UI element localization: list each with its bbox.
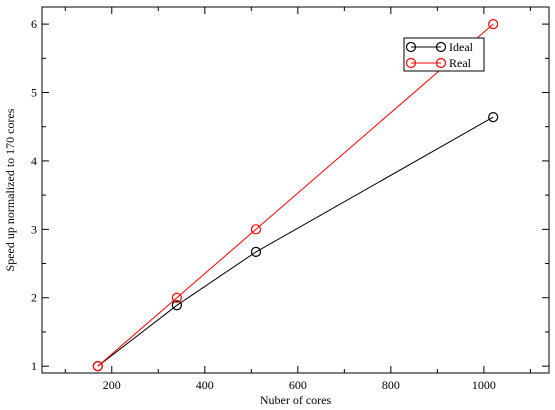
series-line-ideal bbox=[97, 116, 494, 367]
y-tick-label: 5 bbox=[31, 86, 37, 100]
data-point-real bbox=[92, 361, 103, 372]
x-axis-label: Nuber of cores bbox=[260, 393, 332, 407]
x-tick-label: 400 bbox=[196, 378, 214, 392]
y-tick-label: 1 bbox=[31, 359, 37, 373]
data-point-real bbox=[488, 19, 499, 30]
legend-marker-real bbox=[435, 57, 447, 69]
x-tick-label: 1000 bbox=[472, 378, 496, 392]
x-tick-label: 800 bbox=[382, 378, 400, 392]
y-tick-label: 4 bbox=[31, 154, 37, 168]
data-point-real bbox=[250, 224, 262, 235]
legend-label-real: Real bbox=[449, 56, 472, 70]
series-line-real bbox=[97, 23, 494, 367]
plot-area bbox=[41, 6, 550, 374]
x-tick-label: 200 bbox=[103, 378, 121, 392]
data-point-ideal bbox=[171, 300, 182, 311]
data-point-real bbox=[171, 292, 182, 303]
y-tick-label: 2 bbox=[31, 291, 37, 305]
legend-box bbox=[403, 37, 485, 72]
legend-label-ideal: Ideal bbox=[449, 40, 474, 54]
x-tick-label: 600 bbox=[289, 378, 307, 392]
legend-marker-real bbox=[405, 57, 417, 69]
legend: Ideal Real bbox=[403, 37, 485, 72]
legend-marker-ideal bbox=[405, 41, 417, 53]
y-tick-label: 6 bbox=[31, 17, 37, 31]
data-point-ideal bbox=[488, 112, 499, 123]
legend-marker-ideal bbox=[435, 41, 447, 53]
y-tick-label: 3 bbox=[31, 222, 37, 236]
y-axis-label: Speed up normalized to 170 cores bbox=[3, 108, 17, 271]
axis-ticks: 200 400 600 800 1000 1 2 3 4 5 6 bbox=[31, 7, 549, 392]
data-point-ideal bbox=[250, 246, 262, 258]
series-layer bbox=[92, 19, 499, 372]
